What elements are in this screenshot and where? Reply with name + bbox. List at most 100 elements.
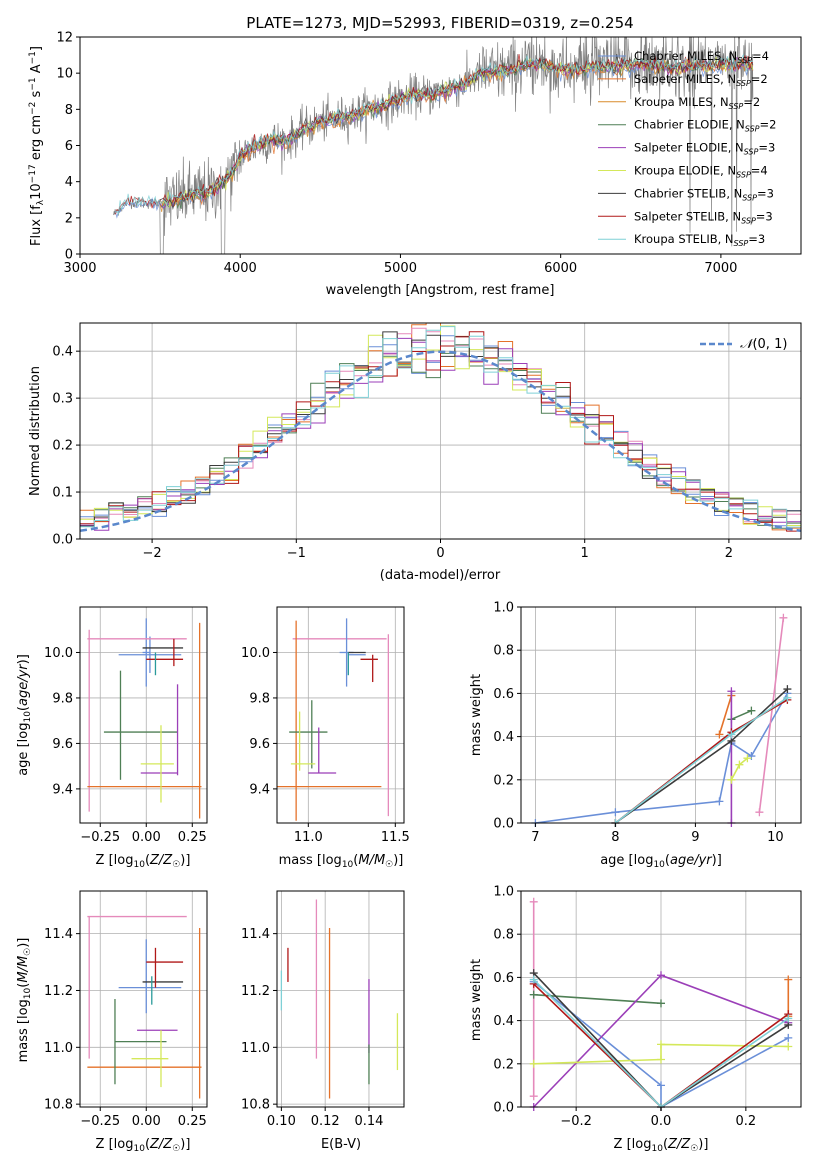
errorbar-point: [118, 636, 182, 673]
legend-label-text: Chabrier ELODIE, N: [634, 118, 745, 132]
y-tick-label: 0.6: [493, 687, 514, 702]
y-tick-label: 9.6: [249, 737, 270, 752]
y-tick-label: 4: [65, 175, 73, 190]
y-tick-label: 12: [56, 31, 73, 46]
massweight-vs-age-ylabel: mass weight: [469, 674, 484, 756]
x-tick-label: 7: [531, 830, 539, 845]
massweight-vs-age-xlabel: age [log10(age/yr)]: [600, 853, 722, 870]
age-vs-mass-xlabel: mass [log10(M/M☉)]: [279, 853, 404, 870]
y-tick-label: 0.2: [52, 439, 73, 454]
series-marker: [657, 1081, 665, 1090]
errorbar-point: [142, 618, 150, 687]
x-tick-label: 0.25: [178, 830, 207, 845]
x-tick-label: 9: [691, 830, 699, 845]
mass-vs-EBV-xlabel: E(B-V): [321, 1137, 361, 1152]
x-tick-label: 0.00: [132, 830, 161, 845]
y-tick-label: 0.8: [493, 928, 514, 943]
x-tick-label: 0.14: [354, 1114, 383, 1129]
series-marker: [743, 754, 752, 763]
y-tick-label: 0.2: [493, 1057, 514, 1072]
legend-label-text: Kroupa MILES, N: [634, 95, 729, 109]
y-tick-label: 0.4: [493, 730, 514, 745]
y-tick-label: 9.4: [249, 782, 270, 797]
legend-label-sub: SSP: [744, 148, 759, 157]
y-tick-label: 10.8: [44, 1098, 73, 1113]
series-path: [535, 693, 789, 824]
series-marker: [657, 999, 665, 1008]
series-path: [731, 709, 752, 721]
age-vs-Z-xlabel: Z [log10(Z/Z☉)]: [96, 853, 191, 870]
y-tick-label: 0: [65, 248, 73, 263]
series-marker: [529, 975, 538, 984]
massweight-vs-Z-panel: −0.2 0.0 0.2 0.0 0.2 0.4 0.6 0.8 1.0 Z [log10(Z/…: [469, 885, 802, 1154]
residuals-ylabel: Normed distribution: [28, 366, 43, 496]
series-marker: [783, 685, 792, 694]
age-vs-mass-frame: [276, 606, 405, 824]
x-tick-label: 6000: [544, 261, 577, 276]
legend-label-tail: =4: [752, 49, 769, 63]
legend-label: Salpeter STELIB, NSSP=3: [634, 209, 773, 225]
series-marker: [529, 1092, 538, 1101]
y-tick-label: 0.3: [52, 392, 73, 407]
x-tick-label: −0.25: [80, 1114, 120, 1129]
legend-label-tail: =3: [756, 209, 773, 223]
legend-label-text: Chabrier MILES, N: [634, 49, 737, 63]
series-marker: [784, 1042, 793, 1051]
y-tick-label: 10: [56, 67, 73, 82]
legend-label-tail: =3: [748, 232, 765, 246]
spectrum-title: PLATE=1273, MJD=52993, FIBERID=0319, z=0…: [246, 14, 633, 32]
age-vs-Z-frame: [79, 606, 208, 824]
series-marker: [783, 693, 792, 702]
legend-label: Chabrier STELIB, NSSP=3: [634, 186, 774, 202]
legend-label-sub: SSP: [741, 216, 756, 225]
x-tick-label: 1: [581, 546, 589, 561]
series-marker: [529, 990, 538, 999]
spectrum-ylabel: Flux [fλ10−17 erg cm−2 s−1 A−1]: [28, 46, 46, 246]
series-line: [611, 693, 792, 827]
y-tick-label: 10.8: [241, 1098, 270, 1113]
y-tick-label: 8: [65, 103, 73, 118]
series-marker: [727, 775, 736, 784]
series-marker: [747, 706, 756, 715]
x-tick-label: 3000: [63, 261, 96, 276]
y-tick-label: 6: [65, 139, 73, 154]
y-tick-label: 9.8: [52, 691, 73, 706]
normal-curve: [80, 350, 801, 533]
x-tick-label: 0.12: [311, 1114, 340, 1129]
y-tick-label: 0.0: [52, 533, 73, 548]
y-tick-label: 0.4: [493, 1014, 514, 1029]
spectrum-xlabel: wavelength [Angstrom, rest frame]: [326, 283, 555, 298]
series-path: [533, 1043, 789, 1065]
x-tick-label: 0.25: [178, 1114, 207, 1129]
y-tick-label: 10.0: [44, 646, 73, 661]
legend-label-normal: 𝒩(0, 1): [740, 337, 787, 352]
legend-label-sub: SSP: [737, 56, 752, 65]
legend-label-text: Salpeter STELIB, N: [634, 209, 741, 223]
legend-label: Chabrier ELODIE, NSSP=2: [634, 118, 776, 134]
series-line: [727, 754, 752, 784]
x-tick-label: −1: [287, 546, 306, 561]
spectrum-panel: PLATE=1273, MJD=52993, FIBERID=0319, z=0…: [28, 14, 802, 298]
legend-label-tail: =4: [751, 164, 768, 178]
x-tick-label: 8: [611, 830, 619, 845]
residuals-panel: −2 −1 0 1 2 0.0 0.1 0.2 0.3 0.4 (data-model)/erro…: [28, 322, 802, 583]
spectrum-model-line: [114, 53, 754, 216]
x-tick-label: 11.0: [294, 830, 323, 845]
legend-label-tail: =2: [751, 72, 768, 86]
x-tick-label: 4000: [224, 261, 257, 276]
mass-vs-EBV-frame: [276, 890, 405, 1108]
series-marker: [715, 797, 724, 806]
legend-label-sub: SSP: [729, 102, 744, 111]
spectrum-model-line: [114, 54, 753, 215]
mass-vs-EBV-panel: 0.10 0.12 0.14 10.8 11.0 11.2 11.4 E(B-V): [241, 890, 405, 1152]
series-marker: [784, 1033, 793, 1042]
series-marker: [529, 1059, 538, 1068]
x-tick-label: 5000: [384, 261, 417, 276]
mass-vs-Z-xlabel: Z [log10(Z/Z☉)]: [96, 1137, 191, 1154]
legend-label: Kroupa ELODIE, NSSP=4: [634, 164, 768, 180]
legend-label-tail: =2: [760, 118, 777, 132]
legend-label-sub: SSP: [745, 125, 760, 134]
x-tick-label: 0.10: [267, 1114, 296, 1129]
